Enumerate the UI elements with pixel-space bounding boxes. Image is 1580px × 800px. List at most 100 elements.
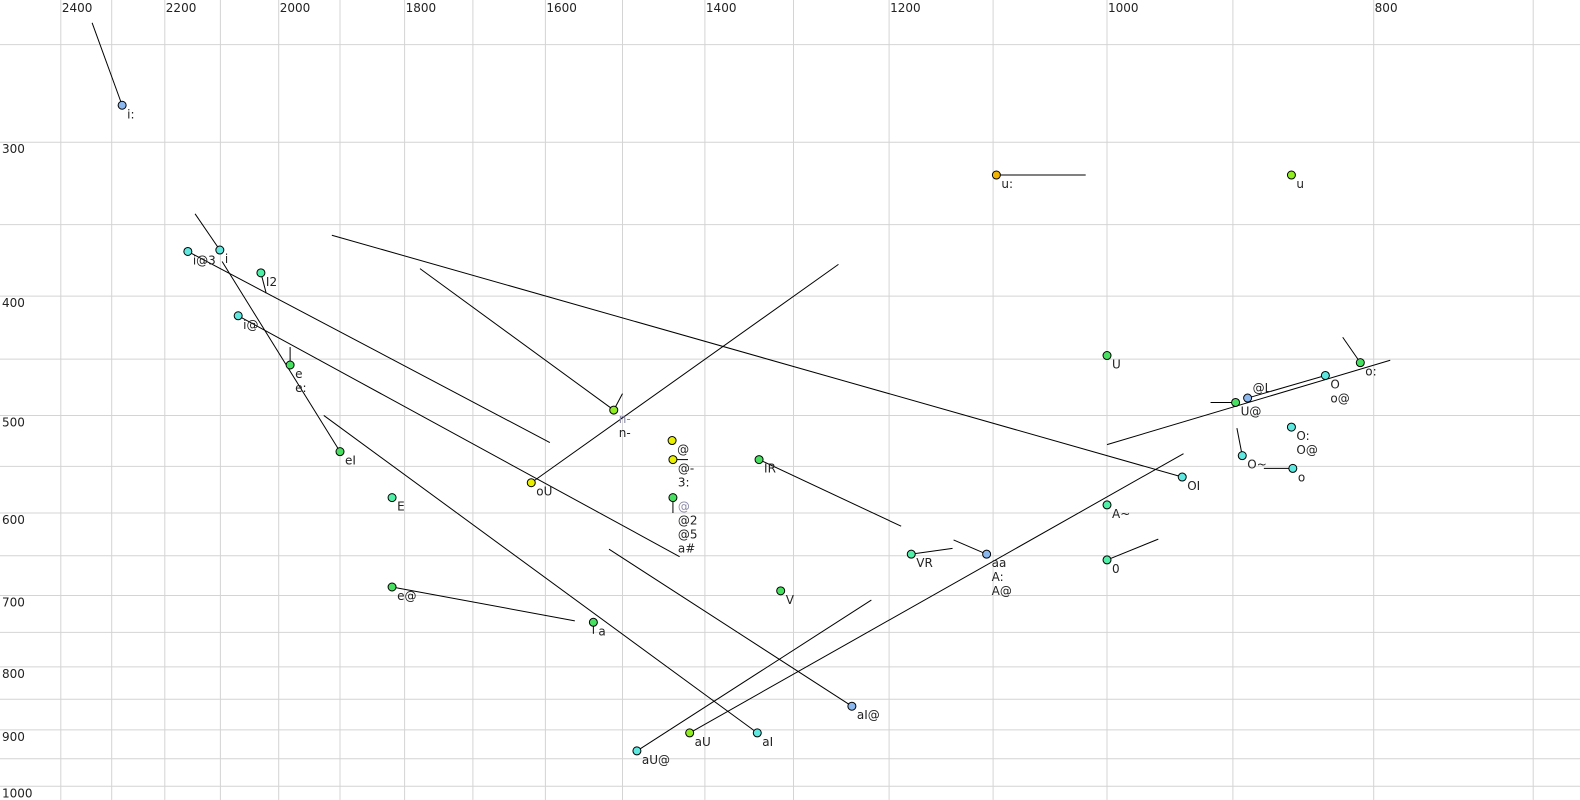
vowel-marker	[526, 478, 536, 488]
vowel-point: i@3	[183, 246, 216, 267]
x-tick-label: 1800	[406, 1, 437, 15]
vowel-label: i@3	[193, 253, 216, 267]
vowel-label: O	[1330, 377, 1339, 391]
vowel-point: O:O@	[1286, 422, 1318, 457]
vowel-label: V	[786, 593, 795, 607]
vowel-marker	[117, 100, 127, 110]
vowel-label: a	[598, 624, 605, 638]
vowel-label: aI@	[857, 708, 880, 722]
vowel-label: o	[1298, 470, 1305, 484]
trajectory-line	[911, 547, 953, 555]
y-tick-label: 700	[2, 595, 25, 609]
y-tick-label: 900	[2, 730, 25, 744]
vowel-marker	[285, 360, 295, 370]
vowel-point: i:	[117, 100, 135, 121]
vowel-marker	[1231, 397, 1241, 407]
vowel-point: VR	[906, 549, 933, 570]
vowel-point: 0	[1102, 555, 1120, 576]
vowel-label: n-	[619, 412, 631, 426]
vowel-marker	[1102, 500, 1112, 510]
vowel-marker	[1286, 422, 1296, 432]
vowel-point: @L	[1243, 381, 1272, 403]
vowel-label: e@	[397, 589, 416, 603]
trajectory-line	[419, 268, 615, 411]
vowel-label: aU@	[642, 753, 670, 767]
vowel-label: U	[1112, 358, 1121, 372]
vowel-point: e@	[387, 582, 416, 603]
vowel-point: aU@	[632, 746, 670, 767]
vowel-marker	[991, 170, 1001, 180]
trajectory-line	[1106, 538, 1159, 561]
vowel-marker	[668, 493, 678, 503]
trajectory-line	[221, 261, 341, 452]
trajectory-line	[608, 548, 853, 707]
vowel-marker	[1355, 358, 1365, 368]
trajectory-line	[689, 453, 1184, 734]
vowel-point: aI	[752, 728, 773, 749]
vowel-marker	[685, 728, 695, 738]
x-tick-label: 1600	[546, 1, 577, 15]
vowel-marker	[387, 582, 397, 592]
vowel-label: u	[1296, 177, 1304, 191]
vowel-label: e:	[295, 381, 306, 395]
vowel-label: E	[397, 500, 405, 514]
vowel-point: E	[387, 493, 405, 514]
vowel-marker	[752, 728, 762, 738]
vowel-label: 0	[1112, 562, 1120, 576]
vowel-label: o:	[1365, 365, 1376, 379]
vowel-label: OI	[1187, 479, 1200, 493]
vowel-point: i	[215, 245, 228, 266]
vowel-marker	[667, 436, 677, 446]
vowel-point: aI@	[847, 701, 880, 722]
trajectory-line	[187, 251, 551, 444]
vowel-point: n-n-	[609, 405, 631, 440]
trajectories	[91, 22, 1391, 752]
vowel-label: i@	[243, 318, 258, 332]
trajectory-line	[331, 234, 1183, 478]
vowel-point: oU	[526, 478, 552, 499]
vowel-points: i:i@3 iI2i@ee:eIEe@aoUn-n-@@-3:@@2@5a#IRV…	[117, 100, 1377, 767]
vowel-point: IR	[754, 455, 776, 476]
vowel-label: n-	[619, 426, 631, 440]
trajectory-line	[194, 213, 221, 251]
x-tick-label: 2200	[166, 1, 197, 15]
trajectory-line	[530, 263, 839, 484]
vowel-point: Oo@	[1320, 370, 1350, 405]
y-tick-label: 1000	[2, 786, 33, 800]
vowel-label: 3:	[678, 476, 690, 490]
y-tick-label: 400	[2, 296, 25, 310]
vowel-point: o	[1288, 463, 1305, 484]
trajectory-line	[1247, 375, 1326, 399]
vowel-marker	[183, 246, 193, 256]
vowel-label: @2	[678, 514, 698, 528]
vowel-point: @	[667, 436, 689, 457]
vowel-marker	[982, 549, 992, 559]
vowel-point: aU	[685, 728, 711, 749]
vowel-label: O:	[1296, 429, 1309, 443]
y-tick-label: 600	[2, 513, 25, 527]
x-tick-label: 1000	[1108, 1, 1139, 15]
vowel-marker	[588, 617, 598, 627]
y-tick-label: 500	[2, 415, 25, 429]
vowel-label: @	[677, 443, 689, 457]
vowel-point: @-3:	[668, 455, 694, 490]
x-tick-label: 2400	[62, 1, 93, 15]
trajectory-line	[323, 415, 758, 734]
vowel-label: O@	[1296, 443, 1317, 457]
vowel-label: U@	[1241, 404, 1262, 418]
vowel-marker	[668, 455, 678, 465]
vowel-point: i@	[233, 311, 259, 332]
vowel-label: aU	[695, 735, 711, 749]
y-axis-tick-labels: 300 400 500 600 700 800 900 1000	[2, 142, 33, 800]
vowel-label: VR	[916, 556, 933, 570]
vowel-label: o@	[1330, 391, 1349, 405]
vowel-marker	[1237, 451, 1247, 461]
vowel-marker	[776, 586, 786, 596]
vowel-label: @	[678, 500, 690, 514]
vowel-marker	[256, 268, 266, 278]
vowel-marker	[1243, 393, 1253, 403]
vowel-point: V	[776, 586, 795, 607]
x-axis-tick-labels: 2400 2200 2000 1800 1600 1400 1200 1000 800	[62, 1, 1398, 15]
vowel-marker	[387, 493, 397, 503]
